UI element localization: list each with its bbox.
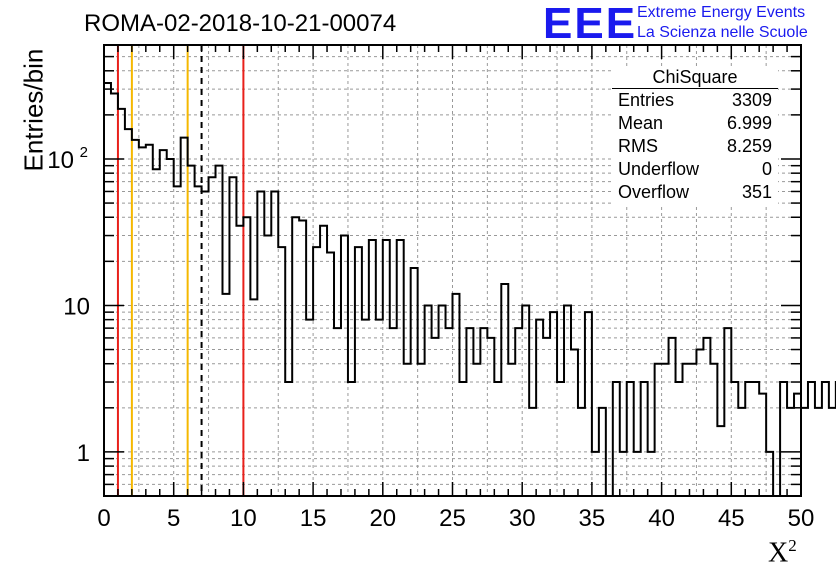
stats-value: 3309 (731, 90, 772, 110)
y-axis: 1 10 10 2 (47, 44, 801, 497)
stats-row: Overflow 351 (612, 181, 778, 204)
x-tick-label: 5 (167, 505, 180, 532)
stats-box: ChiSquare Entries 3309 Mean 6.999 RMS 8.… (612, 66, 778, 204)
x-tick-label: 25 (439, 505, 466, 532)
logo-line-2: La Scienza nelle Scuole (637, 24, 808, 41)
histogram-series (103, 82, 836, 497)
x-tick-label: 50 (788, 505, 815, 532)
y-tick-label: 1 (77, 440, 90, 467)
eee-logo: EEE (543, 0, 638, 48)
x-tick-label: 20 (369, 505, 396, 532)
stats-row: RMS 8.259 (612, 135, 778, 158)
y-tick-label: 10 (63, 293, 90, 320)
stats-label: RMS (618, 136, 658, 156)
x-tick-label: 40 (648, 505, 675, 532)
stats-value: 0 (761, 159, 772, 179)
x-tick-label: 10 (230, 505, 257, 532)
stats-label: Mean (618, 113, 664, 133)
stats-value: 8.259 (726, 136, 772, 156)
stats-title: ChiSquare (612, 66, 778, 89)
stats-row: Mean 6.999 (612, 112, 778, 135)
y-tick-label: 10 (47, 147, 74, 174)
stats-row: Underflow 0 (612, 158, 778, 181)
x-tick-label: 30 (509, 505, 536, 532)
reference-lines (116, 45, 245, 496)
stats-label: Entries (618, 90, 675, 110)
chart-title: ROMA-02-2018-10-21-00074 (84, 10, 397, 37)
stats-value: 6.999 (726, 113, 772, 133)
x-tick-label: 45 (718, 505, 745, 532)
x-axis: 0 5 10 15 20 25 30 35 40 45 50 (97, 45, 814, 532)
y-axis-label: Entries/bin (18, 48, 49, 172)
stats-label: Overflow (618, 182, 690, 202)
y-tick-label-exponent: 2 (80, 144, 88, 161)
grid-lines (104, 45, 801, 496)
x-tick-label: 15 (300, 505, 327, 532)
stats-label: Underflow (618, 159, 700, 179)
x-tick-label: 35 (579, 505, 606, 532)
stats-value: 351 (741, 182, 772, 202)
x-axis-label: X2 (768, 536, 797, 569)
logo-line-1: Extreme Energy Events (637, 4, 806, 21)
stats-row: Entries 3309 (612, 89, 778, 112)
x-tick-label: 0 (97, 505, 110, 532)
